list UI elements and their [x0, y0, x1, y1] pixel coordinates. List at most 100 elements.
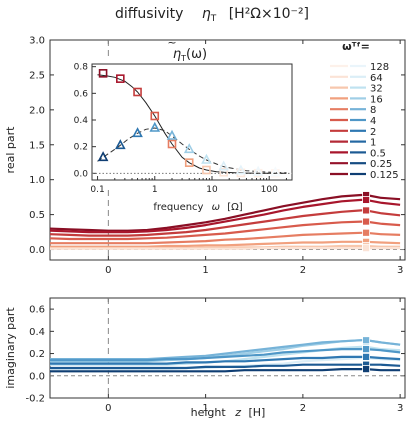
imag-xlabel: height z [H]: [191, 406, 266, 419]
real-ytick-label: 2.5: [29, 70, 45, 81]
real-series-line-0.5: [49, 209, 401, 237]
legend-label: 1: [370, 138, 376, 149]
inset-real-marker: [167, 139, 177, 149]
imag-series-marker-2: [362, 336, 370, 345]
imag-ylabel: imaginary part: [4, 307, 17, 389]
inset-xtick-label: 10: [206, 185, 218, 195]
inset-imag-marker: [252, 165, 264, 176]
xlabel-units: [H]: [248, 406, 265, 419]
imag-series-line-0.25: [50, 363, 401, 370]
real-series-line-4: [50, 240, 401, 248]
inset-ytick-label: 0.4: [74, 116, 89, 126]
inset-xlabel-var: ω: [212, 202, 220, 213]
inset-xlabel-units: [Ω]: [227, 202, 243, 213]
legend-label: 0.5: [370, 148, 386, 159]
real-series-marker-0.25: [362, 196, 370, 204]
real-ytick-label: 0.5: [29, 210, 45, 221]
inset-ytick-label: 0.6: [74, 89, 89, 99]
inset-real-marker: [202, 165, 211, 175]
legend-label: 128: [370, 62, 389, 73]
inset-ytick-label: 0.8: [74, 63, 89, 73]
imag-ytick-label: 0.4: [29, 327, 45, 338]
legend-label: 16: [370, 94, 383, 105]
inset-real-marker: [219, 167, 228, 177]
imag-xtick-label: 0: [105, 403, 111, 414]
real-series-line-2: [50, 231, 401, 245]
inset-real-marker: [150, 111, 160, 121]
inset-xlabel: frequency ω [Ω]: [153, 202, 242, 213]
inset-real-marker: [98, 69, 108, 78]
inset-real-marker: [133, 87, 142, 97]
real-series-marker-2: [362, 228, 370, 237]
title-sub: T: [210, 14, 217, 24]
real-xtick-label: 0: [105, 265, 111, 276]
legend-label: 4: [370, 116, 376, 127]
inset-real-marker: [184, 158, 194, 167]
inset-title-symbol: η: [173, 47, 181, 62]
imag-xtick-label: 2: [300, 403, 306, 414]
imag-series-line-0.5: [50, 355, 401, 365]
real-series-marker-16: [362, 244, 370, 253]
real-series-marker-1: [362, 217, 370, 226]
inset-title: ηT(ω): [173, 47, 207, 63]
real-ytick-label: 1.0: [29, 175, 45, 186]
inset-tilde: ~: [167, 36, 176, 49]
imag-series-line-1: [50, 348, 401, 362]
legend-label: 2: [370, 127, 376, 138]
imag-xtick-label: 1: [202, 403, 208, 414]
inset-xtick-label: 1: [152, 185, 158, 195]
real-ytick-label: 3.0: [29, 36, 45, 47]
inset-ytick-label: 0.0: [74, 169, 89, 179]
real-ytick-label: 2.0: [29, 105, 45, 116]
imag-series-marker-0.125: [362, 365, 370, 374]
real-series-line-0.25: [49, 198, 401, 234]
imag-series-marker-1: [362, 345, 370, 354]
inset-imag-marker: [201, 153, 212, 164]
legend-label: 64: [370, 73, 383, 84]
imag-plot-frame: [49, 297, 406, 399]
figure-title: diffusivity ηT [H²Ω×10⁻²]: [115, 6, 309, 25]
imag-series-marker-0.5: [362, 352, 370, 361]
legend-label: 0.25: [370, 159, 392, 170]
inset-imag-curve: [97, 127, 287, 174]
real-series-marker-0.5: [362, 206, 370, 215]
imag-series-line-0.125: [50, 368, 401, 373]
real-series-line-16: [50, 247, 401, 250]
inset-imag-marker: [218, 160, 230, 171]
title-units: [H²Ω×10⁻²]: [229, 6, 309, 22]
real-plot-frame: [49, 39, 406, 261]
legend-label: 32: [370, 84, 383, 95]
inset-xtick-label: 100: [261, 185, 278, 195]
real-xtick-label: 2: [300, 265, 306, 276]
inset-title-arg: (ω): [186, 47, 207, 62]
imag-ytick-label: 0.2: [29, 349, 45, 360]
inset-imag-marker: [149, 121, 161, 132]
inset-imag-marker: [166, 129, 178, 140]
inset-panel: ηT(ω) ~ 0.1 1 10 100 0.0 0.2 0.4 0.6 0.8 frequen…: [62, 36, 300, 213]
xlabel-var: z: [234, 406, 241, 419]
real-series-line-0.125: [49, 193, 401, 232]
imag-ytick-label: 0.0: [29, 371, 45, 382]
real-xtick-label: 1: [202, 265, 208, 276]
inset-xlabel-text: frequency: [153, 202, 203, 213]
inset-real-marker: [116, 74, 125, 83]
imaginary-part-panel: imaginary part 0 1 2 3 -0.2 0.0 0.2 0.4 0.6 heig…: [4, 297, 406, 419]
real-ytick-label: 0.0: [29, 245, 45, 256]
imag-ytick-label: 0.6: [29, 305, 45, 316]
title-text: diffusivity: [115, 6, 183, 22]
inset-frame: [91, 63, 293, 181]
real-ylabel: real part: [4, 126, 17, 174]
inset-imag-marker: [114, 139, 126, 150]
inset-imag-marker: [132, 127, 143, 138]
real-ytick-label: 1.5: [29, 140, 45, 151]
inset-imag-marker: [235, 164, 247, 175]
inset-imag-marker: [183, 143, 195, 154]
inset-title-sub: T: [180, 54, 186, 63]
real-series-line-1: [49, 220, 401, 241]
legend-label: 8: [370, 105, 376, 116]
inset-imag-marker: [270, 166, 281, 177]
legend-label: 0.125: [370, 170, 399, 181]
title-symbol: η: [202, 6, 211, 22]
